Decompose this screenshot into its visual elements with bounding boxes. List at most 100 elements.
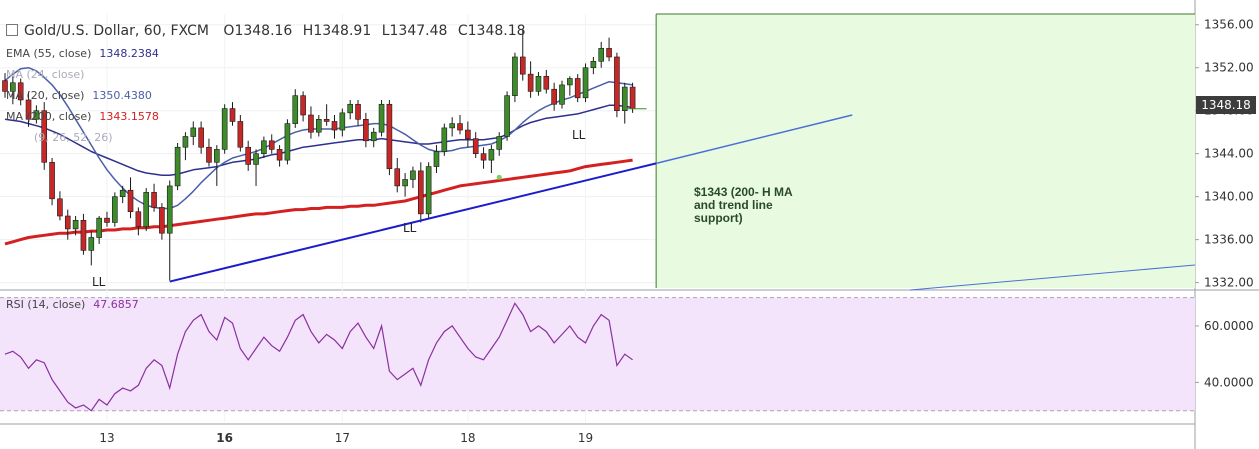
indicator-ma-24[interactable]: MA (24, close) bbox=[6, 68, 92, 81]
candle-body bbox=[25, 99, 32, 120]
candle-body bbox=[72, 220, 79, 230]
collapse-icon[interactable] bbox=[6, 24, 18, 36]
annotation-line: and trend line bbox=[694, 198, 773, 212]
candle-body bbox=[347, 103, 353, 114]
y-tick-label: 1340.00 bbox=[1204, 190, 1254, 204]
symbol-title: Gold/U.S. Dollar, 60, FXCM bbox=[24, 23, 209, 39]
candle-body bbox=[198, 127, 204, 148]
candle-body bbox=[590, 60, 597, 69]
candle-body bbox=[559, 84, 565, 105]
candle-body bbox=[551, 88, 557, 105]
candle-body bbox=[519, 56, 526, 75]
candle-body bbox=[488, 149, 495, 161]
candle-body bbox=[614, 56, 620, 112]
candle-body bbox=[49, 161, 55, 200]
candle-body bbox=[143, 192, 150, 228]
x-tick-label: 13 bbox=[99, 431, 114, 445]
candle-body bbox=[112, 196, 118, 223]
candle-body bbox=[527, 73, 534, 92]
y-tick-label: 1356.00 bbox=[1204, 18, 1254, 32]
candle-body bbox=[417, 170, 424, 215]
candle-body bbox=[543, 76, 550, 90]
candle-body bbox=[119, 189, 126, 197]
candle-body bbox=[88, 237, 95, 251]
y-tick-label: 1344.00 bbox=[1204, 147, 1254, 161]
candle-body bbox=[606, 48, 612, 58]
y-tick-label: 1352.00 bbox=[1204, 61, 1254, 75]
series-line-2 bbox=[4, 158, 633, 246]
candle-body bbox=[504, 95, 510, 137]
candle-body bbox=[621, 86, 628, 112]
indicator-ma-20[interactable]: MA (20, close) 1350.4380 bbox=[6, 89, 152, 102]
candle-body bbox=[457, 123, 463, 131]
candle-body bbox=[410, 170, 416, 180]
indicator-label: MA (200, close) bbox=[6, 110, 92, 123]
y-tick-label: 1336.00 bbox=[1204, 233, 1254, 247]
candle-body bbox=[308, 114, 314, 133]
candle-body bbox=[214, 149, 220, 163]
candle-body bbox=[268, 140, 275, 150]
candle-body bbox=[80, 220, 87, 251]
close-label: C bbox=[457, 23, 468, 39]
candle-body bbox=[472, 138, 479, 154]
low-label: L bbox=[381, 23, 390, 39]
candle-body bbox=[104, 217, 110, 223]
candle-body bbox=[253, 153, 259, 165]
rsi-value: 47.6857 bbox=[93, 298, 139, 311]
open-value: 1348.16 bbox=[234, 23, 293, 39]
candle-body bbox=[10, 82, 16, 92]
candle-body bbox=[41, 110, 48, 163]
indicator-value: 1350.4380 bbox=[92, 89, 152, 102]
candle-body bbox=[582, 67, 589, 99]
candle-body bbox=[292, 95, 299, 124]
candle-body bbox=[182, 136, 189, 148]
candle-body bbox=[221, 108, 228, 150]
candle-body bbox=[386, 103, 393, 170]
support-annotation: $1343 (200- H MA and trend line support) bbox=[694, 186, 793, 225]
ll-label: LL bbox=[403, 221, 417, 235]
rsi-y-tick-label: 60.0000 bbox=[1204, 319, 1254, 333]
candle-body bbox=[535, 76, 542, 92]
y-tick-label: 1332.00 bbox=[1204, 276, 1254, 290]
rsi-line bbox=[4, 302, 633, 412]
trend-line-projection bbox=[909, 264, 1196, 291]
candle-body bbox=[363, 119, 369, 142]
candle-body bbox=[355, 103, 361, 120]
indicator-ma-200[interactable]: MA (200, close) 1343.1578 bbox=[6, 110, 159, 123]
candle-body bbox=[496, 136, 503, 150]
candle-body bbox=[284, 123, 291, 161]
candle-body bbox=[512, 56, 518, 96]
candle-body bbox=[261, 140, 267, 154]
trend-line bbox=[169, 162, 657, 283]
candle-body bbox=[300, 95, 306, 116]
candle-body bbox=[245, 146, 251, 165]
candle-body bbox=[127, 189, 134, 213]
candle-body bbox=[2, 80, 8, 92]
candle-body bbox=[441, 127, 448, 152]
candle-body bbox=[17, 82, 24, 101]
annotation-line: support) bbox=[694, 211, 743, 225]
x-tick-label: 17 bbox=[335, 431, 350, 445]
rsi-label: RSI (14, close) bbox=[6, 298, 86, 311]
annotation-line: $1343 (200- H MA bbox=[694, 185, 793, 199]
candle-body bbox=[206, 146, 212, 163]
candle-body bbox=[174, 146, 181, 187]
candle-body bbox=[33, 110, 40, 120]
candle-body bbox=[276, 149, 283, 161]
candle-body bbox=[331, 121, 338, 131]
marker-dot bbox=[496, 174, 502, 180]
indicator-ema-55[interactable]: EMA (55, close) 1348.2384 bbox=[6, 47, 159, 60]
candle-body bbox=[598, 48, 605, 62]
indicator-ichimoku[interactable]: (9, 26, 52, 26) bbox=[34, 131, 121, 144]
candle-body bbox=[465, 129, 471, 139]
projection-zone bbox=[656, 14, 1195, 288]
candle-body bbox=[574, 78, 581, 99]
candle-body bbox=[166, 185, 173, 234]
ll-label: LL bbox=[92, 275, 106, 289]
symbol-header: Gold/U.S. Dollar, 60, FXCM O1348.16 H134… bbox=[6, 23, 526, 39]
candle-body bbox=[315, 119, 322, 133]
candle-body bbox=[339, 112, 346, 131]
high-label: H bbox=[302, 23, 314, 39]
candle-body bbox=[151, 192, 157, 208]
rsi-legend[interactable]: RSI (14, close) 47.6857 bbox=[6, 298, 139, 311]
